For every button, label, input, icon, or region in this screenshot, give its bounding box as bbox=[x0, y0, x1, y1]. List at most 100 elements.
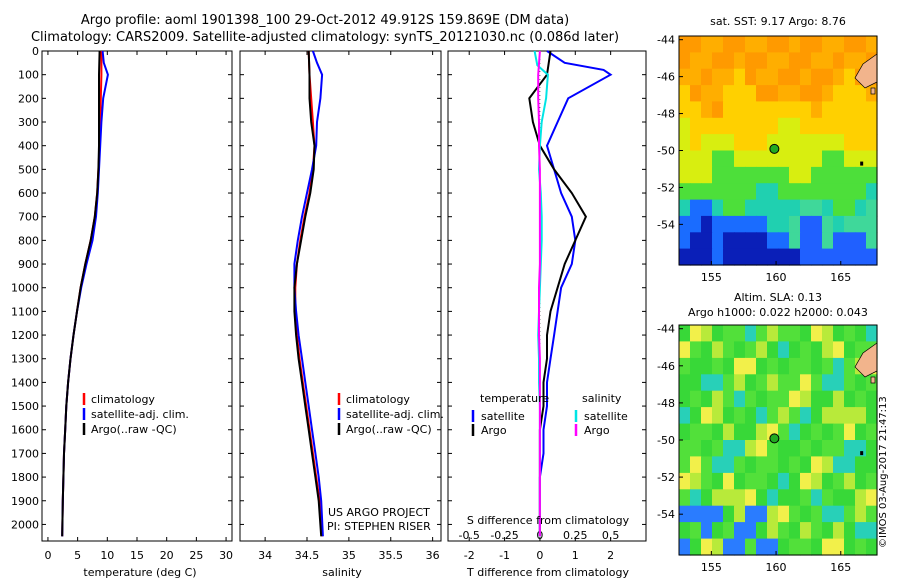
map-cell bbox=[745, 341, 757, 359]
map-cell bbox=[701, 150, 713, 168]
map-cell bbox=[679, 341, 691, 359]
map-cell bbox=[822, 85, 834, 103]
map-cell bbox=[712, 150, 724, 168]
map-cell bbox=[789, 472, 801, 490]
map-cell bbox=[789, 522, 801, 540]
map-cell bbox=[855, 232, 867, 250]
map-cell bbox=[855, 117, 867, 135]
salinity-side-ticks bbox=[240, 50, 441, 525]
map-cell bbox=[734, 374, 746, 392]
map-cell bbox=[701, 166, 713, 184]
map-cell bbox=[734, 117, 746, 135]
map-cell bbox=[745, 407, 757, 425]
map-cell bbox=[855, 538, 867, 556]
map-cell bbox=[789, 456, 801, 474]
map-cell bbox=[745, 440, 757, 457]
s-tick-label: 0.25 bbox=[563, 529, 588, 542]
map-cell bbox=[679, 522, 691, 540]
depth-tick-label: 1400 bbox=[11, 376, 39, 389]
map-cell bbox=[811, 390, 823, 408]
map-cell bbox=[844, 341, 856, 359]
map-cell bbox=[800, 52, 812, 70]
map-cell bbox=[701, 440, 713, 457]
map-cell bbox=[800, 101, 812, 119]
map-cell bbox=[756, 357, 768, 375]
map-cell bbox=[690, 248, 702, 266]
map-cell bbox=[822, 52, 834, 70]
map-cell bbox=[723, 150, 735, 168]
map-cell bbox=[811, 248, 823, 266]
map-cell bbox=[734, 357, 746, 375]
difference-panel: -2 -1 0 1 2 -0.5 -0.25 0 0.25 0.5 T difference f… bbox=[447, 50, 647, 579]
map-cell bbox=[866, 472, 878, 490]
map-cell bbox=[778, 390, 790, 408]
map-cell bbox=[811, 489, 823, 507]
map-cell bbox=[767, 166, 779, 184]
map-cell bbox=[734, 341, 746, 359]
map-cell bbox=[767, 505, 779, 523]
map-cell bbox=[778, 440, 790, 457]
map-cell bbox=[811, 101, 823, 119]
map-cell bbox=[701, 505, 713, 523]
map-cell bbox=[833, 85, 845, 103]
map-cell bbox=[723, 215, 735, 233]
map-cell bbox=[712, 341, 724, 359]
map-cell bbox=[712, 36, 724, 53]
pi-label: PI: STEPHEN RISER bbox=[327, 520, 431, 533]
map-cell bbox=[723, 117, 735, 135]
x-tick-label: -1 bbox=[499, 549, 510, 562]
map-cell bbox=[811, 407, 823, 425]
map-cell bbox=[679, 36, 691, 53]
map-cell bbox=[712, 117, 724, 135]
sst-map-ticks: 155 160 165 -44 -46 -48 -50 -52 -54 bbox=[657, 34, 851, 284]
map-cell bbox=[866, 215, 878, 233]
map-cell bbox=[811, 522, 823, 540]
map-cell bbox=[734, 505, 746, 523]
map-cell bbox=[690, 101, 702, 119]
map-cell bbox=[679, 134, 691, 152]
difference-side-ticks bbox=[448, 50, 646, 525]
map-cell bbox=[866, 423, 878, 441]
map-cell bbox=[800, 456, 812, 474]
map-cell bbox=[701, 456, 713, 474]
x-tick-label: 5 bbox=[74, 549, 81, 562]
map-cell bbox=[690, 423, 702, 441]
s-tick-label: -0.25 bbox=[490, 529, 518, 542]
map-cell bbox=[690, 522, 702, 540]
depth-tick-label: 1200 bbox=[11, 329, 39, 342]
map-cell bbox=[690, 538, 702, 556]
map-cell bbox=[723, 489, 735, 507]
map-cell bbox=[800, 232, 812, 250]
map-cell bbox=[701, 85, 713, 103]
depth-ticks: 0 100 200 300 400 500 600 700 800 900 1000 1100 1200… bbox=[11, 45, 232, 531]
map-cell bbox=[833, 166, 845, 184]
map-cell bbox=[679, 407, 691, 425]
map-cell bbox=[811, 472, 823, 490]
map-cell bbox=[778, 407, 790, 425]
map-cell bbox=[690, 390, 702, 408]
map-cell bbox=[745, 36, 757, 53]
map-cell bbox=[723, 423, 735, 441]
lat-tick-label: -48 bbox=[657, 108, 675, 121]
map-cell bbox=[833, 183, 845, 201]
map-cell bbox=[679, 52, 691, 70]
map-cell bbox=[679, 472, 691, 490]
lon-tick-label: 165 bbox=[830, 561, 851, 574]
map-cell bbox=[679, 150, 691, 168]
map-cell bbox=[756, 117, 768, 135]
temperature-xlabel: temperature (deg C) bbox=[83, 566, 196, 579]
map-cell bbox=[723, 374, 735, 392]
map-cell bbox=[844, 134, 856, 152]
map-cell bbox=[822, 374, 834, 392]
map-cell bbox=[833, 199, 845, 217]
map-cell bbox=[767, 407, 779, 425]
depth-tick-label: 2000 bbox=[11, 518, 39, 531]
map-cell bbox=[789, 101, 801, 119]
map-cell bbox=[745, 357, 757, 375]
map-cell bbox=[690, 85, 702, 103]
map-cell bbox=[723, 522, 735, 540]
lat-tick-label: -52 bbox=[657, 471, 675, 484]
map-cell bbox=[811, 150, 823, 168]
sst-map-panel: sat. SST: 9.17 Argo: 8.76 155 160 165 -44 -4… bbox=[657, 15, 878, 284]
map-cell bbox=[800, 440, 812, 457]
